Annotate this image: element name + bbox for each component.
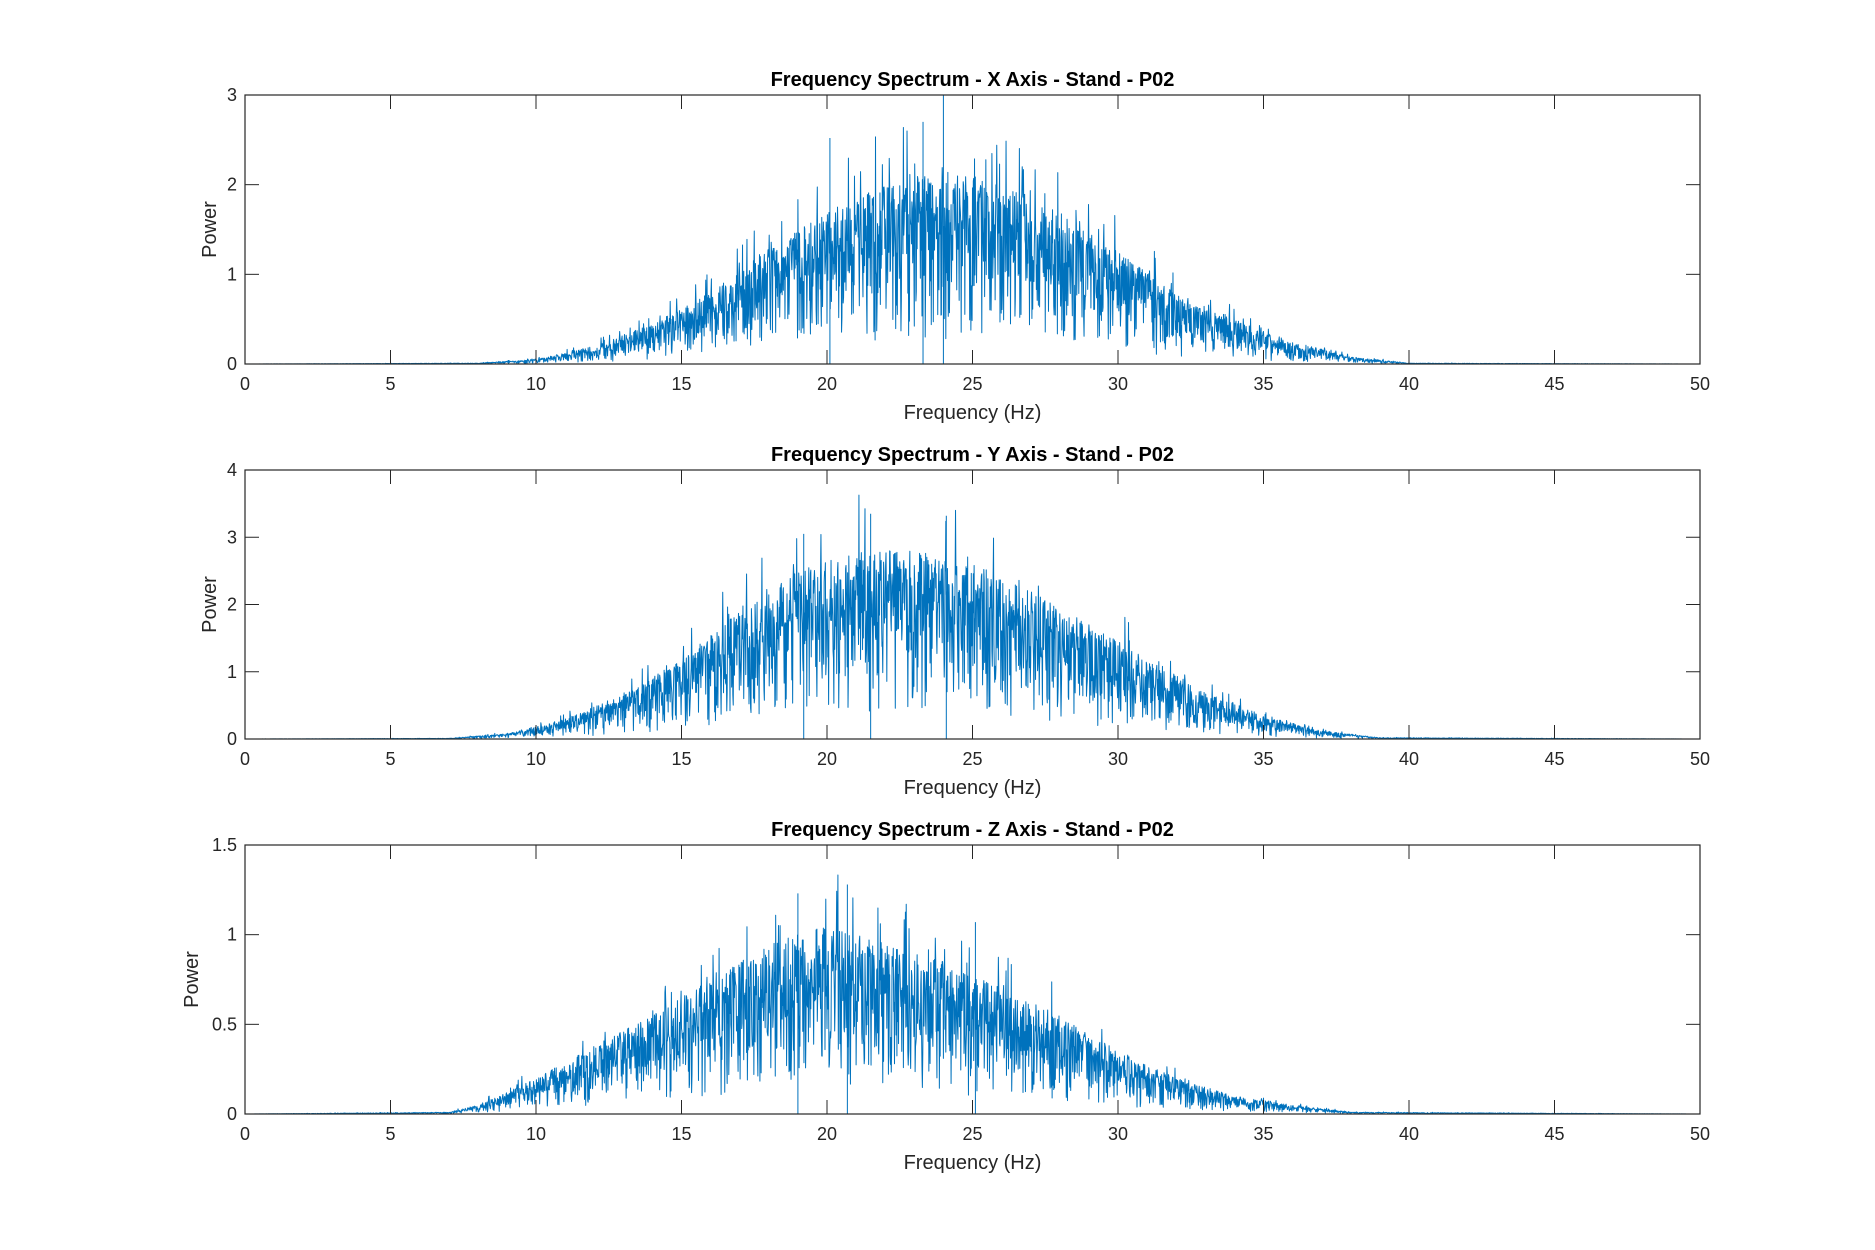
x-tick-label: 45 (1544, 1124, 1564, 1144)
y-tick-label: 1 (227, 925, 237, 945)
x-tick-label: 40 (1399, 374, 1419, 394)
x-tick-label: 0 (240, 1124, 250, 1144)
y-tick-label: 1.5 (212, 835, 237, 855)
x-tick-label: 20 (817, 374, 837, 394)
x-axis-label: Frequency (Hz) (904, 1152, 1042, 1174)
y-tick-label: 1 (227, 662, 237, 682)
x-tick-label: 45 (1544, 749, 1564, 769)
y-tick-label: 1 (227, 264, 237, 284)
spectrum-line (244, 95, 1701, 365)
y-axis-label: Power (199, 201, 221, 258)
x-tick-label: 20 (817, 749, 837, 769)
y-tick-label: 2 (227, 175, 237, 195)
subplot-3: 0 5 10 15 20 25 30 35 40 45 50 0 0.5 1 1.5 Frequency Sp… (181, 819, 1710, 1174)
x-tick-label: 40 (1399, 1124, 1419, 1144)
x-tick-label: 15 (671, 1124, 691, 1144)
y-tick-label: 3 (227, 85, 237, 105)
x-tick-label: 20 (817, 1124, 837, 1144)
subplot-1: 0 5 10 15 20 25 30 35 40 45 50 0 1 2 3 Frequency Spectr… (199, 69, 1710, 424)
y-tick-label: 4 (227, 460, 237, 480)
y-tick-label: 2 (227, 595, 237, 615)
x-tick-label: 35 (1253, 1124, 1273, 1144)
y-tick-label: 0 (227, 1104, 237, 1124)
x-axis-label: Frequency (Hz) (904, 777, 1042, 799)
x-tick-label: 25 (962, 374, 982, 394)
x-tick-label: 35 (1253, 374, 1273, 394)
y-tick-label: 0 (227, 354, 237, 374)
spectrum-line (244, 494, 1701, 740)
y-axis-label: Power (199, 576, 221, 633)
x-tick-label: 5 (385, 1124, 395, 1144)
x-tick-label: 10 (526, 374, 546, 394)
chart-title: Frequency Spectrum - Z Axis - Stand - P0… (771, 819, 1174, 841)
x-tick-label: 45 (1544, 374, 1564, 394)
x-tick-label: 0 (240, 749, 250, 769)
y-axis-label: Power (181, 951, 203, 1008)
spectrum-line (244, 874, 1701, 1115)
x-tick-label: 15 (671, 749, 691, 769)
x-tick-label: 50 (1690, 1124, 1710, 1144)
y-tick-label: 3 (227, 527, 237, 547)
chart-title: Frequency Spectrum - X Axis - Stand - P0… (771, 69, 1175, 91)
x-tick-label: 50 (1690, 374, 1710, 394)
x-tick-label: 5 (385, 749, 395, 769)
x-tick-label: 40 (1399, 749, 1419, 769)
x-tick-label: 10 (526, 1124, 546, 1144)
x-tick-label: 30 (1108, 1124, 1128, 1144)
subplot-2: 0 5 10 15 20 25 30 35 40 45 50 0 1 2 3 4 Frequency Spect… (199, 444, 1710, 799)
x-tick-label: 10 (526, 749, 546, 769)
y-tick-label: 0 (227, 729, 237, 749)
y-tick-label: 0.5 (212, 1014, 237, 1034)
x-tick-label: 5 (385, 374, 395, 394)
x-tick-label: 50 (1690, 749, 1710, 769)
x-tick-label: 35 (1253, 749, 1273, 769)
x-tick-label: 25 (962, 1124, 982, 1144)
x-tick-label: 25 (962, 749, 982, 769)
x-axis-label: Frequency (Hz) (904, 402, 1042, 424)
x-tick-label: 0 (240, 374, 250, 394)
plot-area (245, 845, 1700, 1114)
x-tick-label: 30 (1108, 749, 1128, 769)
x-tick-label: 30 (1108, 374, 1128, 394)
chart-title: Frequency Spectrum - Y Axis - Stand - P0… (771, 444, 1174, 466)
x-tick-label: 15 (671, 374, 691, 394)
